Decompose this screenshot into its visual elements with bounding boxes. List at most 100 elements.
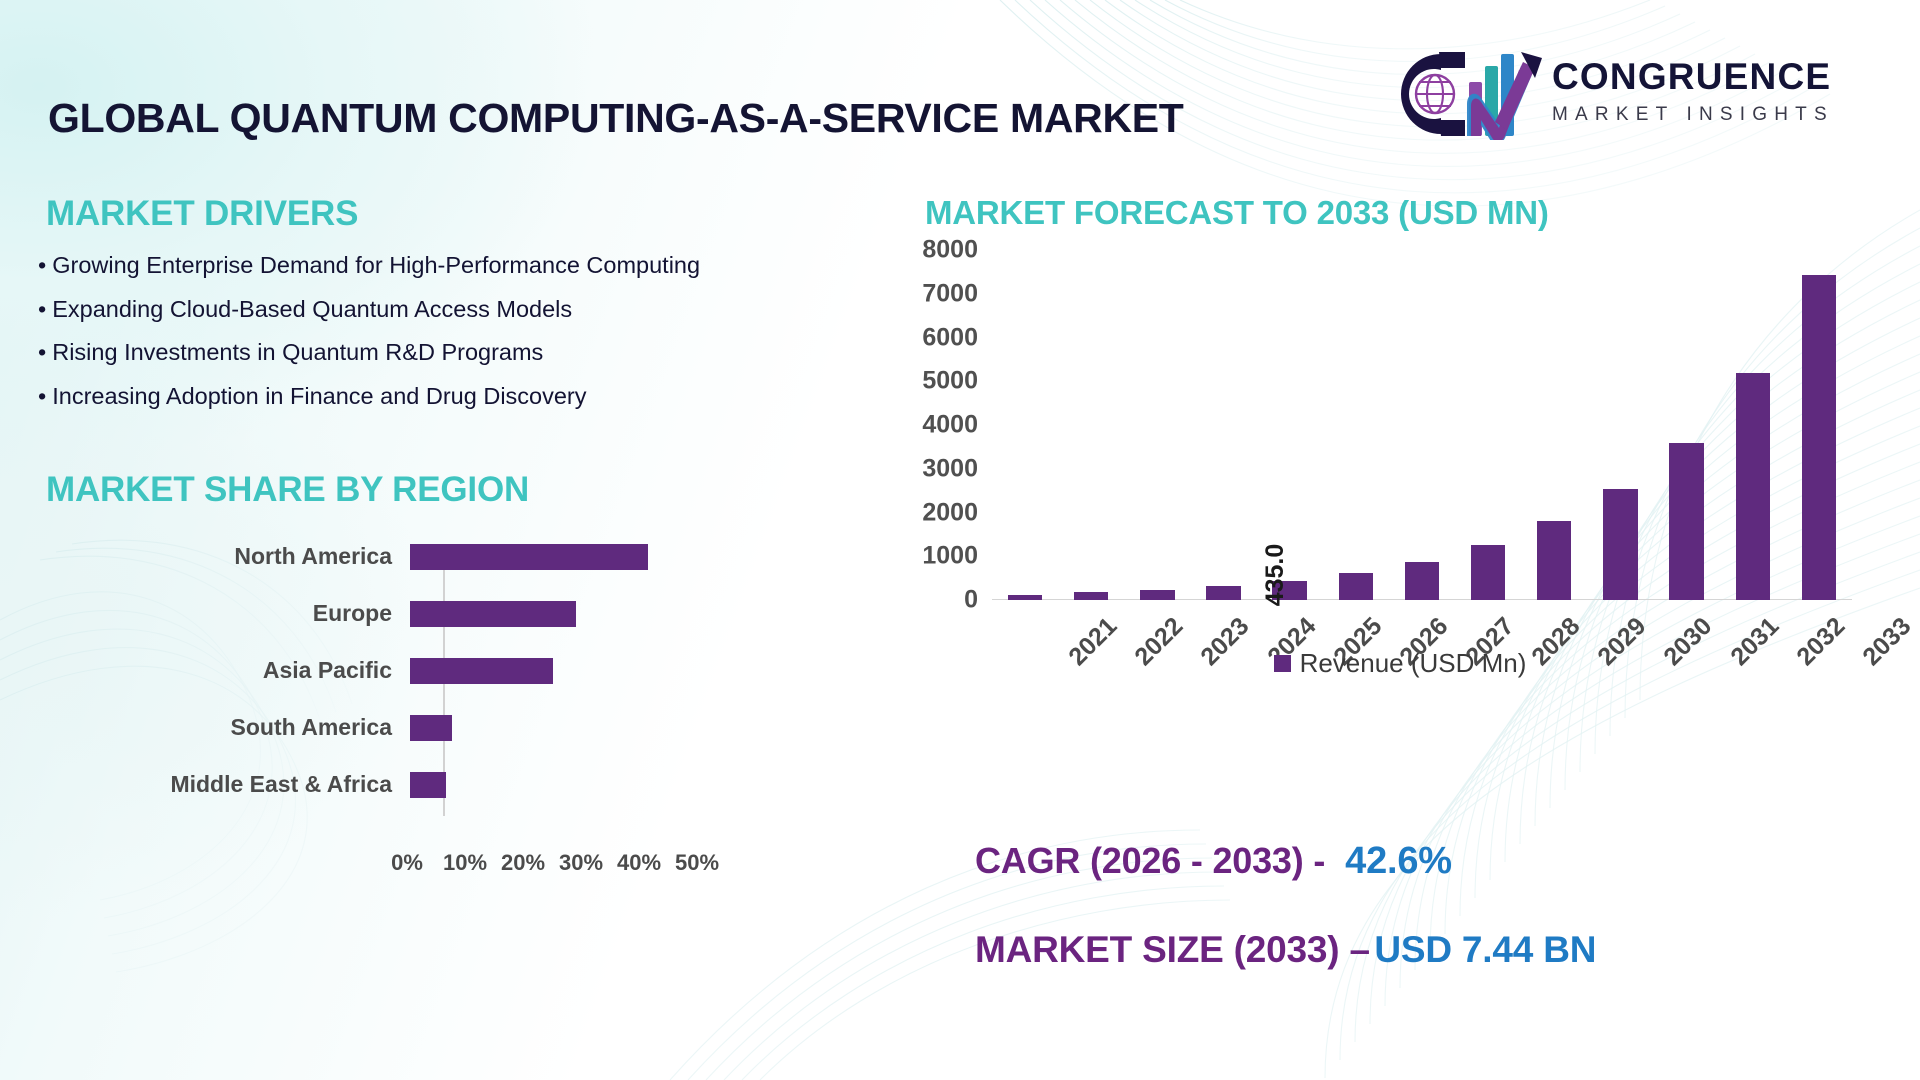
- legend-swatch-revenue: [1273, 655, 1291, 672]
- region-tick-label: 10%: [442, 850, 488, 875]
- region-share-bar-chart: North America Europe Asia Pacific South Ame…: [40, 528, 740, 848]
- region-bar: [410, 543, 648, 570]
- region-bar-zone: [410, 699, 740, 756]
- logo-wordmark: CONGRUENCE MARKET INSIGHTS: [1552, 58, 1834, 124]
- bullet-glyph: •: [38, 383, 47, 410]
- forecast-y-tick: 8000: [922, 235, 978, 264]
- region-row: North America: [40, 528, 740, 585]
- region-label: Europe: [312, 600, 392, 626]
- forecast-plot-area: 2021 2022 2023 2024 435.0 2025 2026 2027 2028 202…: [992, 250, 1916, 671]
- forecast-y-axis-labels: 0 1000 2000 3000 4000 5000 6000 7000 8000: [900, 236, 978, 614]
- region-tick-label: 20%: [500, 850, 546, 875]
- market-share-region-heading: MARKET SHARE BY REGION: [46, 470, 530, 509]
- driver-item: • Expanding Cloud-Based Quantum Access Mo…: [38, 288, 748, 332]
- forecast-y-tick: 3000: [922, 454, 978, 483]
- market-drivers-heading: MARKET DRIVERS: [46, 194, 359, 233]
- forecast-y-tick: 7000: [922, 279, 978, 308]
- forecast-bar: [1735, 372, 1770, 600]
- region-bar: [410, 771, 446, 798]
- forecast-bar-column: [1801, 274, 1837, 600]
- kpi-cagr-value: 42.6%: [1345, 840, 1452, 882]
- forecast-bar-column: [1007, 595, 1043, 600]
- forecast-y-tick: 0: [964, 585, 978, 614]
- forecast-bar: [1338, 572, 1374, 600]
- driver-text: Expanding Cloud-Based Quantum Access Mod…: [52, 295, 573, 322]
- forecast-bar: [1669, 442, 1704, 600]
- forecast-y-tick: 5000: [922, 366, 978, 395]
- bullet-glyph: •: [38, 339, 47, 366]
- region-tick-label: 0%: [391, 850, 423, 875]
- forecast-bar: [1074, 592, 1109, 600]
- forecast-bar: [1537, 521, 1572, 600]
- region-label: North America: [234, 543, 392, 569]
- forecast-bar-chart: 0 1000 2000 3000 4000 5000 6000 7000 8000 2021 20…: [900, 236, 1916, 679]
- forecast-y-tick: 4000: [922, 410, 978, 439]
- region-bar-zone: [410, 642, 740, 699]
- region-row: Asia Pacific: [40, 642, 740, 699]
- forecast-data-label: 435.0: [1260, 543, 1289, 607]
- forecast-bar-column: [1074, 592, 1109, 600]
- kpi-size-label: MARKET SIZE (2033) –: [975, 929, 1370, 970]
- region-tick-label: 40%: [616, 850, 662, 875]
- region-chart-rows: North America Europe Asia Pacific South Ame…: [40, 528, 740, 813]
- forecast-bar: [1404, 561, 1440, 600]
- kpi-cagr: CAGR (2026 - 2033) - 42.6%: [975, 840, 1596, 883]
- legend-label-revenue: Revenue (USD Mn): [1299, 648, 1527, 678]
- forecast-bar-column: [1537, 521, 1572, 600]
- forecast-bar: [1206, 586, 1241, 600]
- region-bar: [410, 657, 553, 684]
- kpi-block: CAGR (2026 - 2033) - 42.6% MARKET SIZE (2…: [975, 840, 1596, 971]
- forecast-bar-column: [1669, 442, 1704, 600]
- region-row: Europe: [40, 585, 740, 642]
- region-bar-zone: [410, 756, 740, 813]
- region-bar: [410, 600, 577, 627]
- bullet-glyph: •: [38, 252, 47, 278]
- company-logo: CONGRUENCE MARKET INSIGHTS: [1395, 46, 1885, 142]
- forecast-bar-column: [1603, 489, 1638, 600]
- region-label: South America: [230, 714, 392, 740]
- kpi-size-value: USD 7.44 BN: [1374, 929, 1597, 970]
- market-drivers-list: • Growing Enterprise Demand for High-Perf…: [38, 244, 748, 419]
- kpi-cagr-label: CAGR (2026 - 2033) -: [975, 840, 1326, 881]
- region-chart-x-ticks: 0% 10% 20% 30% 40% 50%: [378, 850, 798, 876]
- forecast-bar-column: [1140, 589, 1175, 600]
- region-row: South America: [40, 699, 740, 756]
- forecast-bar: [1140, 589, 1175, 600]
- region-tick-label: 30%: [558, 850, 604, 875]
- region-label: Middle East & Africa: [170, 771, 392, 797]
- region-label: Asia Pacific: [262, 657, 392, 683]
- forecast-bar: [1007, 595, 1043, 600]
- driver-text: Rising Investments in Quantum R&D Progra…: [52, 339, 544, 366]
- driver-text: Increasing Adoption in Finance and Drug …: [52, 383, 587, 410]
- forecast-bar: [1603, 489, 1638, 600]
- driver-item: • Rising Investments in Quantum R&D Progr…: [38, 331, 748, 375]
- forecast-bar-column: [1735, 372, 1770, 600]
- forecast-y-tick: 6000: [922, 323, 978, 351]
- forecast-bar-column: [1404, 561, 1440, 600]
- forecast-bar-column: [1338, 572, 1374, 600]
- driver-text: Growing Enterprise Demand for High-Perfo…: [52, 252, 701, 278]
- driver-item: • Growing Enterprise Demand for High-Perf…: [38, 244, 748, 288]
- forecast-bar: [1272, 580, 1307, 600]
- logo-company-name: CONGRUENCE: [1552, 56, 1832, 97]
- bullet-glyph: •: [38, 295, 47, 322]
- region-row: Middle East & Africa: [40, 756, 740, 813]
- market-forecast-heading: MARKET FORECAST TO 2033 (USD MN): [925, 194, 1549, 231]
- forecast-bar-column: 435.0: [1261, 544, 1307, 606]
- page-title: GLOBAL QUANTUM COMPUTING-AS-A-SERVICE MA…: [48, 95, 1184, 141]
- driver-item: • Increasing Adoption in Finance and Drug…: [38, 375, 748, 419]
- region-tick-label: 50%: [674, 850, 720, 875]
- logo-tagline: MARKET INSIGHTS: [1552, 104, 1834, 125]
- kpi-market-size: MARKET SIZE (2033) – USD 7.44 BN: [975, 929, 1596, 971]
- region-bar: [410, 714, 452, 741]
- cm-globe-growth-icon: [1401, 52, 1542, 140]
- forecast-bar-column: [1206, 586, 1241, 600]
- forecast-y-tick: 1000: [922, 541, 978, 570]
- forecast-bar: [1801, 274, 1837, 600]
- region-bar-zone: [410, 585, 740, 642]
- forecast-legend: Revenue (USD Mn): [900, 648, 1900, 679]
- forecast-y-tick: 2000: [922, 498, 978, 526]
- region-bar-zone: [410, 528, 740, 585]
